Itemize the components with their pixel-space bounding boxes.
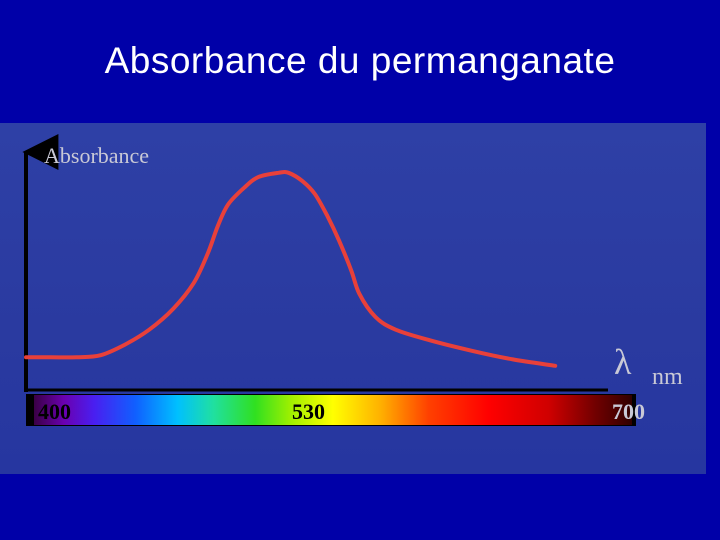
- x-tick-label-530: 530: [292, 399, 325, 424]
- y-axis-label: Absorbance: [44, 143, 149, 168]
- x-tick-label-700: 700: [612, 399, 645, 424]
- spectrum-bar: [34, 395, 632, 425]
- absorbance-curve: [24, 170, 558, 368]
- series-layer: [24, 170, 558, 368]
- x-axis-symbol: λ: [614, 342, 632, 382]
- x-axis-unit: nm: [652, 364, 683, 390]
- slide-title: Absorbance du permanganate: [104, 40, 616, 81]
- x-tick-label-400: 400: [38, 399, 71, 424]
